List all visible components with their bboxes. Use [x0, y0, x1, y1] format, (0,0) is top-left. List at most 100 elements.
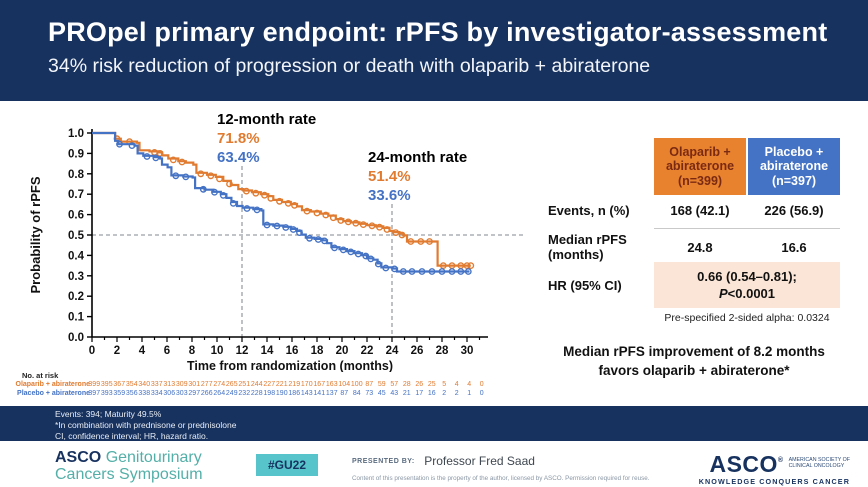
at-risk-count: 163 — [325, 381, 338, 388]
congress-line2-text: Cancers Symposium — [55, 466, 203, 483]
y-tick-label: 0.9 — [68, 148, 84, 160]
censor-mark — [143, 153, 151, 160]
at-risk-count: 337 — [150, 381, 163, 388]
y-tick-label: 0.2 — [68, 291, 84, 303]
censor-mark — [296, 229, 303, 237]
footnotes-bar: Events: 394; Maturity 49.5% *In combinat… — [0, 406, 868, 441]
censor-mark — [398, 231, 406, 239]
at-risk-count: 87 — [340, 390, 349, 397]
at-risk-count: 227 — [263, 381, 276, 388]
at-risk-count: 5 — [442, 381, 447, 388]
presented-by-block: PRESENTED BY: Professor Fred Saad Conten… — [352, 452, 650, 482]
at-risk-count: 21 — [402, 390, 411, 397]
x-tick-label: 22 — [361, 345, 374, 357]
at-risk-count: 367 — [113, 381, 126, 388]
censor-mark — [219, 192, 227, 199]
at-risk-row-label: Olaparib + abiraterone — [15, 381, 91, 388]
congress-logo: ASCO Genitourinary Cancers Symposium — [55, 449, 203, 483]
at-risk-count: 340 — [138, 381, 151, 388]
at-risk-count: 2 — [454, 390, 459, 397]
at-risk-count: 306 — [163, 390, 176, 397]
value-median-olaparib: 24.8 — [687, 239, 713, 255]
censor-mark — [463, 262, 471, 270]
slide-subtitle: 34% risk reduction of progression or dea… — [48, 55, 651, 77]
censor-mark — [347, 248, 355, 256]
at-risk-count: 395 — [100, 381, 113, 388]
x-tick-label: 28 — [436, 345, 449, 357]
censor-mark — [399, 268, 407, 275]
at-risk-count: 43 — [390, 390, 399, 397]
x-tick-label: 26 — [411, 345, 424, 357]
km-chart: 1.0 0.9 0.8 0.7 0.6 0.5 0.4 0.3 0.2 0.1 0.0 0 2 4 6 8 10… — [2, 104, 536, 373]
x-tick-label: 14 — [261, 345, 274, 357]
hr-value-line1: 0.66 (0.54–0.81); — [697, 269, 797, 284]
censor-mark — [457, 268, 465, 275]
x-tick-label: 6 — [164, 345, 170, 357]
asco-logo-word: ASCO® — [709, 451, 784, 477]
at-risk-count: 232 — [238, 390, 251, 397]
at-risk-count: 2 — [442, 390, 447, 397]
censor-mark — [467, 262, 475, 270]
rate-12-placebo: 63.4% — [217, 149, 260, 166]
at-risk-count: 190 — [275, 390, 288, 397]
at-risk-count: 104 — [338, 381, 351, 388]
censor-mark — [321, 237, 328, 245]
value-events-olaparib: 168 (42.1) — [670, 202, 730, 218]
at-risk-count: 266 — [200, 390, 213, 397]
censor-mark — [339, 246, 347, 254]
censor-mark — [197, 170, 205, 178]
censor-mark — [273, 222, 281, 230]
censor-mark — [169, 156, 177, 164]
at-risk-count: 219 — [288, 381, 301, 388]
y-tick-label: 0.5 — [68, 230, 85, 242]
asco-society-line1: AMERICAN SOCIETY OF — [788, 456, 850, 463]
disclaimer-text: Content of this presentation is the prop… — [352, 475, 650, 482]
censor-mark — [362, 252, 370, 260]
censor-mark — [216, 175, 223, 183]
censor-mark — [199, 185, 207, 193]
at-risk-count: 16 — [427, 390, 436, 397]
at-risk-count: 354 — [125, 381, 138, 388]
at-risk-count: 334 — [150, 390, 163, 397]
asco-logo: ASCO® AMERICAN SOCIETY OF CLINICAL ONCOL… — [699, 450, 850, 487]
at-risk-count: 244 — [250, 381, 263, 388]
hr-value-cell: 0.66 (0.54–0.81); P<0.0001 — [654, 262, 840, 308]
x-tick-label: 24 — [386, 345, 399, 357]
censor-mark — [344, 218, 352, 226]
row-separator — [654, 228, 840, 229]
slide-title: PROpel primary endpoint: rPFS by investi… — [48, 17, 828, 47]
at-risk-count: 73 — [365, 390, 374, 397]
at-risk-count: 301 — [188, 381, 201, 388]
at-risk-count: 249 — [225, 390, 238, 397]
at-risk-count: 100 — [350, 381, 363, 388]
censor-mark — [438, 268, 446, 275]
annotation-24-month: 24-month rate 51.4% 33.6% — [368, 148, 467, 205]
y-tick-label: 0.7 — [68, 189, 84, 201]
at-risk-count: 57 — [390, 381, 399, 388]
censor-mark — [306, 234, 313, 242]
y-tick-label: 0.0 — [68, 332, 84, 344]
censor-mark — [226, 180, 233, 188]
x-tick-label: 0 — [89, 345, 95, 357]
at-risk-count: 251 — [238, 381, 251, 388]
censor-mark — [331, 244, 338, 252]
at-risk-title: No. at risk — [22, 371, 59, 380]
conclusion-line1: Median rPFS improvement of 8.2 months — [563, 344, 825, 359]
at-risk-count: 59 — [377, 381, 386, 388]
censor-mark — [303, 207, 311, 215]
censor-mark — [289, 226, 297, 233]
censor-mark — [261, 191, 268, 199]
at-risk-count: 0 — [479, 390, 484, 397]
congress-asco-text: ASCO — [55, 449, 102, 466]
at-risk-count: 137 — [325, 390, 338, 397]
at-risk-counts-placebo: 397 393 359 356 338 334 306 303 297 266 264 249 232 2… — [88, 390, 488, 397]
censor-mark — [116, 140, 123, 148]
presenter-name: Professor Fred Saad — [424, 454, 535, 468]
at-risk-count: 264 — [213, 390, 226, 397]
asco-society-text: AMERICAN SOCIETY OF CLINICAL ONCOLOGY — [789, 457, 850, 469]
censor-mark — [152, 154, 160, 162]
censor-mark — [448, 268, 456, 275]
censor-mark — [284, 200, 292, 207]
at-risk-count: 45 — [377, 390, 386, 397]
